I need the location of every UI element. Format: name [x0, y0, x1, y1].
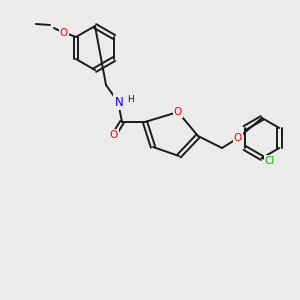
- Text: O: O: [174, 107, 182, 117]
- Text: H: H: [127, 94, 134, 103]
- Text: N: N: [115, 95, 123, 109]
- Text: O: O: [60, 28, 68, 38]
- Text: O: O: [234, 133, 242, 143]
- Text: O: O: [110, 130, 118, 140]
- Text: Cl: Cl: [265, 156, 275, 166]
